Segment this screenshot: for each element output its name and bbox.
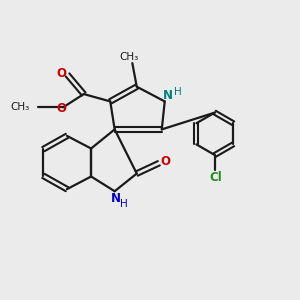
Text: O: O [56,67,66,80]
Text: N: N [111,192,121,205]
Text: N: N [163,89,173,102]
Text: Cl: Cl [210,171,223,184]
Text: CH₃: CH₃ [120,52,139,62]
Text: H: H [174,87,182,97]
Text: O: O [57,102,67,115]
Text: CH₃: CH₃ [10,102,29,112]
Text: O: O [160,155,170,168]
Text: H: H [120,199,128,208]
